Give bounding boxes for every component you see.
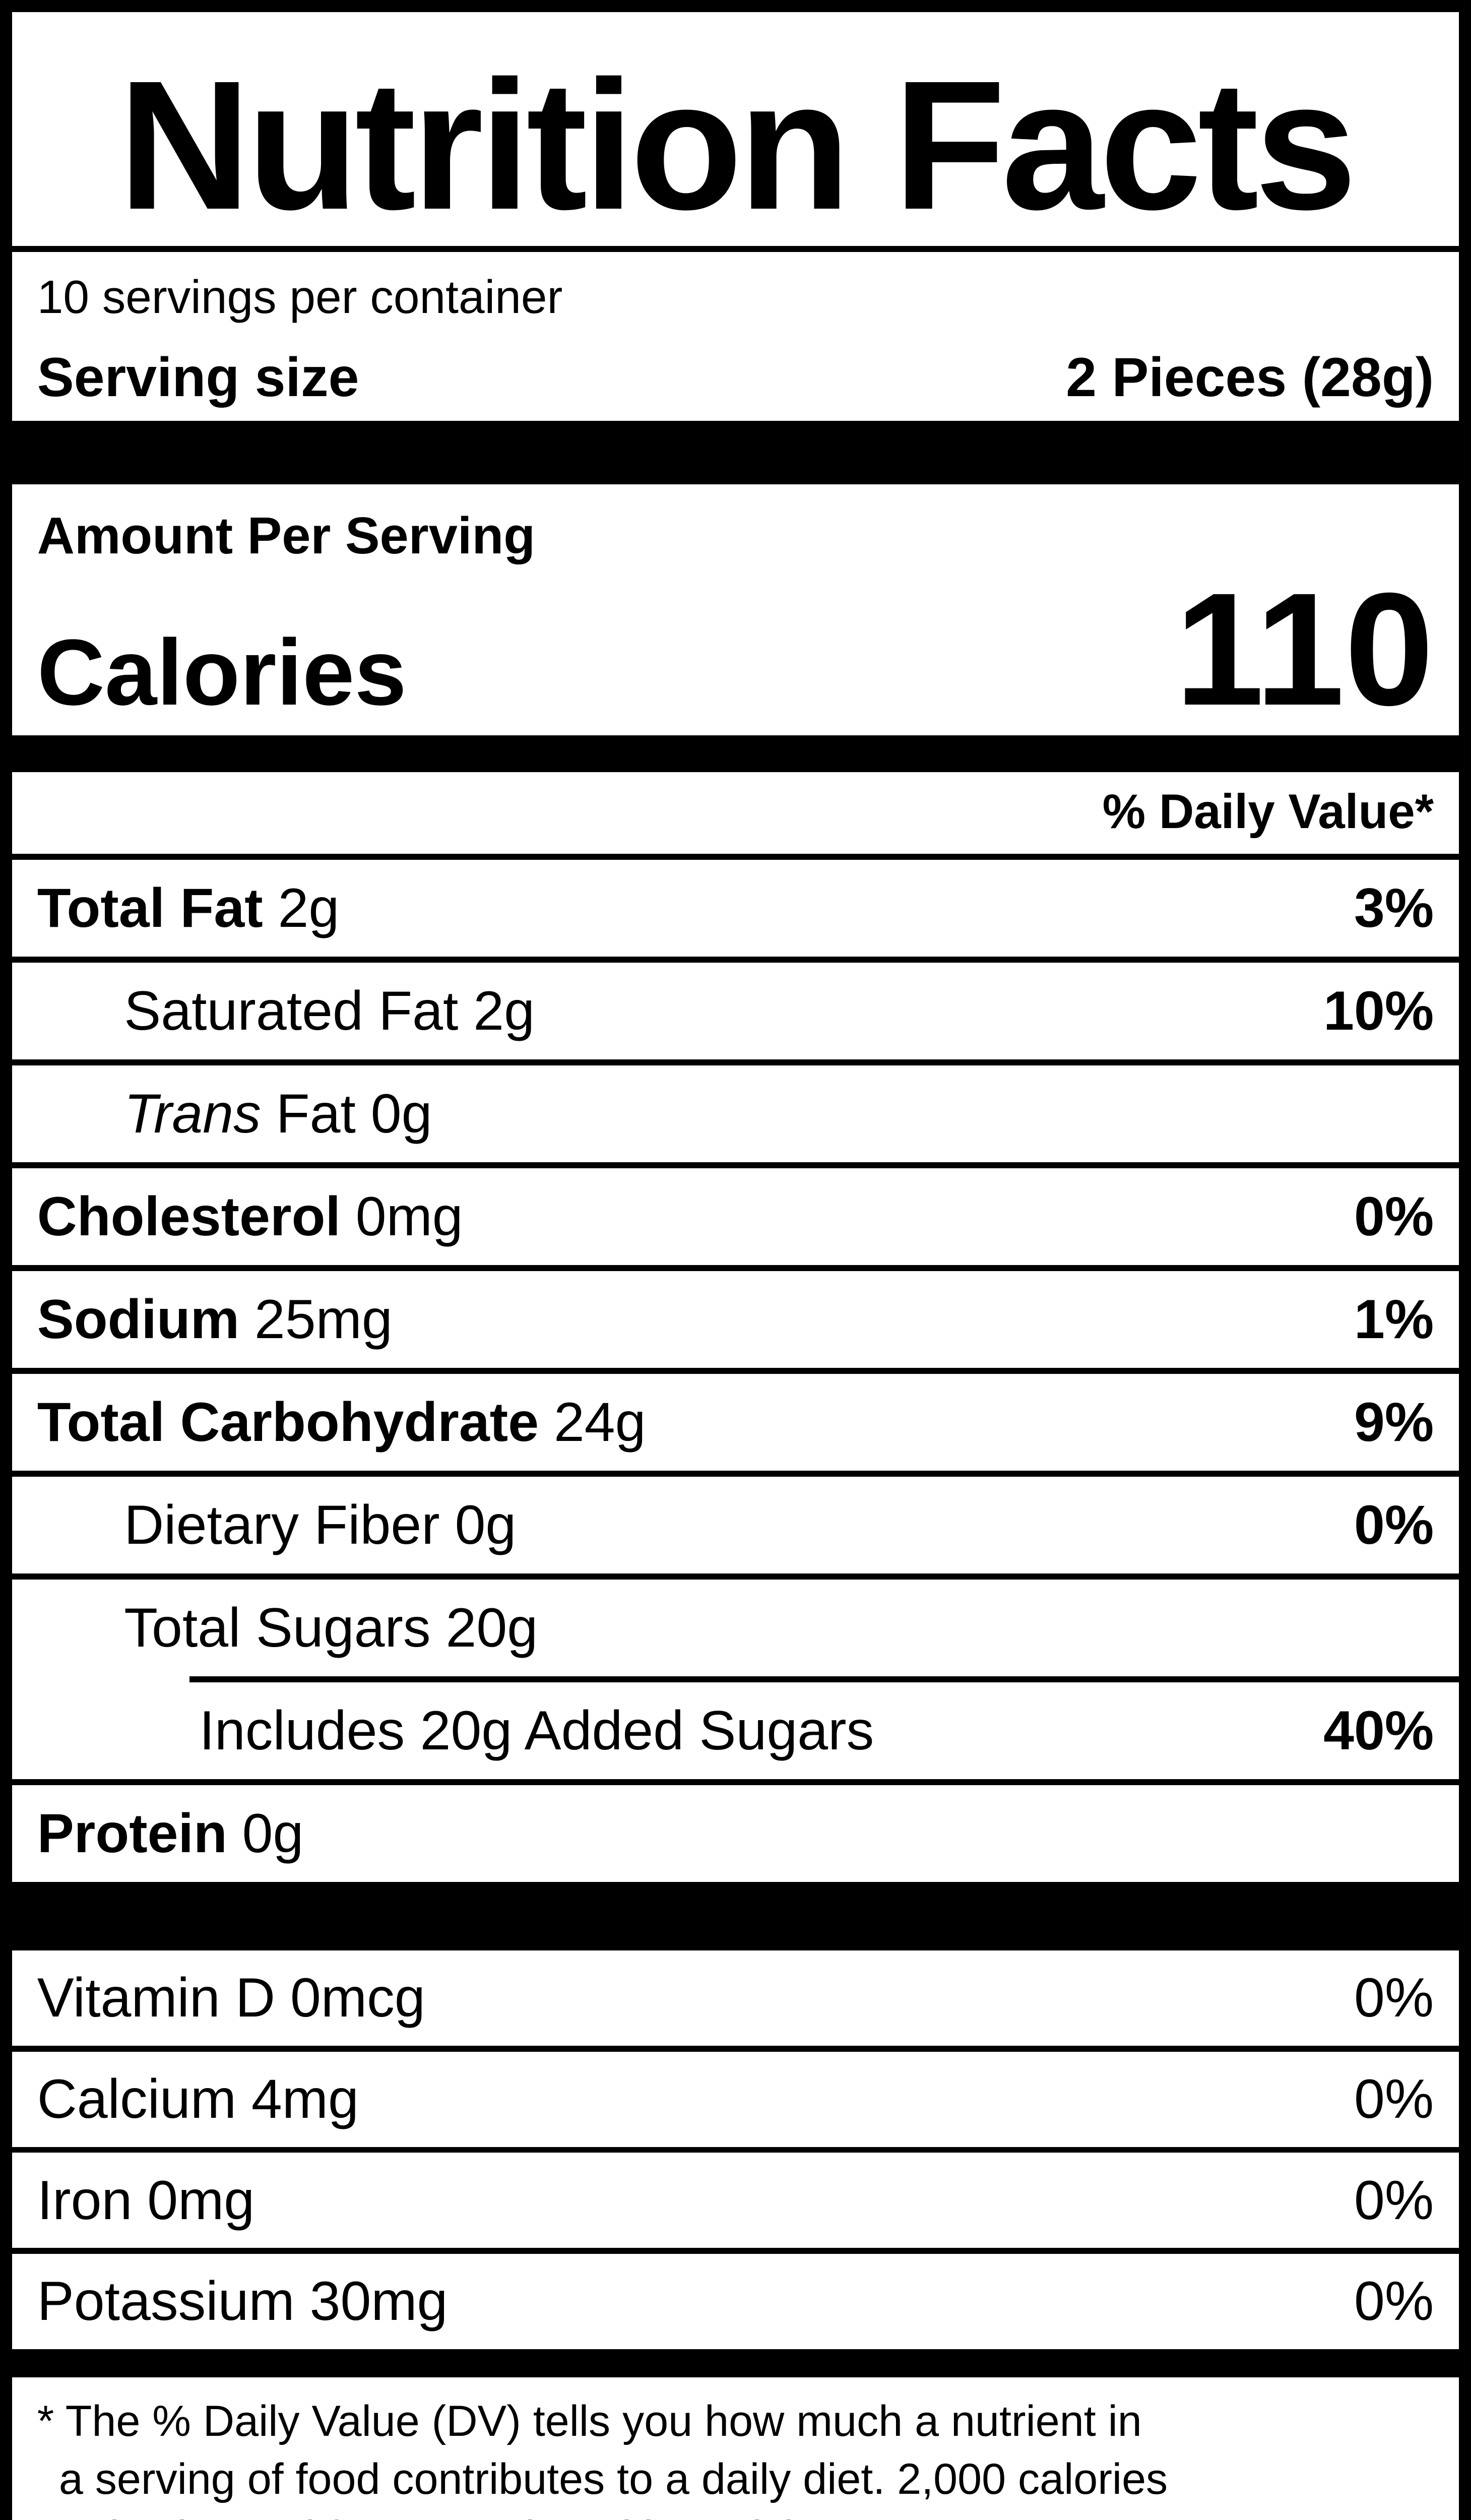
row-separator <box>12 1059 1459 1065</box>
daily-value-header: % Daily Value* <box>1102 784 1434 839</box>
row-separator <box>12 1470 1459 1477</box>
micronutrient-row-vitamin-d: Vitamin D 0mcg 0% <box>12 1950 1459 2046</box>
nutrient-name: Iron <box>37 2169 133 2231</box>
nutrient-row-dietary-fiber: Dietary Fiber 0g 0% <box>12 1477 1459 1573</box>
serving-size-row: Serving size 2 Pieces (28g) <box>12 334 1459 421</box>
row-separator <box>12 2147 1459 2153</box>
nutrient-amount: 0mg <box>355 1185 463 1247</box>
nutrient-amount: 0g <box>455 1494 517 1556</box>
row-separator <box>12 2045 1459 2052</box>
nutrient-name: Total Sugars <box>124 1597 431 1659</box>
row-separator <box>12 1573 1459 1580</box>
nutrient-name: Vitamin D <box>37 1967 276 2029</box>
calories-row: Calories 110 <box>12 560 1459 739</box>
daily-value-percent: 1% <box>1354 1288 1434 1350</box>
footnote: * The % Daily Value (DV) tells you how m… <box>12 2377 1459 2520</box>
serving-size-label: Serving size <box>37 346 359 408</box>
medium-rule <box>12 735 1459 772</box>
nutrient-amount: 20g <box>445 1597 538 1659</box>
footnote-line: * The % Daily Value (DV) tells you how m… <box>37 2397 1142 2446</box>
daily-value-percent: 9% <box>1354 1391 1434 1453</box>
nutrient-row-total-fat: Total Fat 2g 3% <box>12 860 1459 957</box>
nutrient-amount: 0mcg <box>290 1967 425 2029</box>
nutrient-row-saturated-fat: Saturated Fat 2g 10% <box>12 963 1459 1059</box>
daily-value-percent: 0% <box>1354 2271 1434 2333</box>
serving-size-value: 2 Pieces (28g) <box>1066 346 1434 408</box>
row-separator <box>12 2248 1459 2254</box>
micronutrient-row-iron: Iron 0mg 0% <box>12 2153 1459 2248</box>
nutrient-amount: 24g <box>553 1391 646 1453</box>
daily-value-percent: 40% <box>1323 1699 1434 1761</box>
nutrient-name: Cholesterol <box>37 1185 341 1247</box>
footnote-line: a day is used for general nutrition advi… <box>37 2508 1434 2520</box>
nutrient-name: Sodium <box>37 1288 240 1350</box>
nutrient-row-added-sugars: Includes 20g Added Sugars 40% <box>12 1682 1459 1779</box>
nutrient-name: Saturated Fat <box>124 980 459 1042</box>
nutrient-amount: 30mg <box>309 2271 448 2333</box>
row-separator <box>12 1367 1459 1374</box>
daily-value-percent: 0% <box>1354 1967 1434 2029</box>
nutrient-row-trans-fat: Trans Fat 0g <box>12 1065 1459 1162</box>
nutrient-name: Calcium <box>37 2068 237 2130</box>
nutrient-name: Fat <box>276 1083 356 1145</box>
nutrient-name: Dietary Fiber <box>124 1494 440 1556</box>
nutrient-name: Total Fat <box>37 877 263 939</box>
nutrient-name: Includes 20g Added Sugars <box>199 1699 874 1761</box>
micronutrient-row-potassium: Potassium 30mg 0% <box>12 2254 1459 2349</box>
amount-per-serving-label: Amount Per Serving <box>37 507 536 565</box>
row-separator <box>12 1779 1459 1785</box>
calories-label: Calories <box>37 620 407 725</box>
micronutrient-row-calcium: Calcium 4mg 0% <box>12 2052 1459 2147</box>
nutrient-amount: 0g <box>242 1802 304 1864</box>
thick-rule <box>12 1881 1459 1950</box>
nutrient-amount: 0g <box>370 1083 432 1145</box>
calories-value: 110 <box>1175 560 1434 739</box>
nutrient-amount: 2g <box>473 980 535 1042</box>
nutrient-name-italic: Trans <box>124 1083 261 1145</box>
row-separator <box>12 1265 1459 1271</box>
row-separator <box>12 854 1459 860</box>
nutrient-amount: 4mg <box>251 2068 359 2130</box>
nutrient-amount: 25mg <box>254 1288 393 1350</box>
nutrient-name: Protein <box>37 1802 227 1864</box>
row-separator <box>12 1162 1459 1168</box>
daily-value-percent: 3% <box>1354 877 1434 939</box>
partial-rule <box>189 1676 1459 1682</box>
nutrient-row-total-sugars: Total Sugars 20g <box>12 1580 1459 1676</box>
medium-rule <box>12 2349 1459 2378</box>
nutrient-amount: 0mg <box>147 2169 255 2231</box>
thick-rule <box>12 420 1459 484</box>
row-separator <box>12 957 1459 963</box>
label-title: Nutrition Facts <box>118 43 1357 248</box>
nutrient-row-total-carbohydrate: Total Carbohydrate 24g 9% <box>12 1374 1459 1471</box>
nutrient-name: Potassium <box>37 2271 295 2333</box>
daily-value-percent: 0% <box>1354 2169 1434 2231</box>
footnote-line: a serving of food contributes to a daily… <box>58 2454 1168 2503</box>
daily-value-percent: 0% <box>1354 1185 1434 1247</box>
daily-value-percent: 10% <box>1323 980 1434 1042</box>
daily-value-percent: 0% <box>1354 2068 1434 2130</box>
servings-per-container: 10 servings per container <box>37 270 563 323</box>
thin-rule <box>12 246 1459 252</box>
nutrient-row-protein: Protein 0g <box>12 1785 1459 1882</box>
daily-value-percent: 0% <box>1354 1494 1434 1556</box>
nutrient-row-cholesterol: Cholesterol 0mg 0% <box>12 1168 1459 1265</box>
nutrient-amount: 2g <box>278 877 340 939</box>
nutrient-name: Total Carbohydrate <box>37 1391 539 1453</box>
nutrient-row-sodium: Sodium 25mg 1% <box>12 1271 1459 1368</box>
